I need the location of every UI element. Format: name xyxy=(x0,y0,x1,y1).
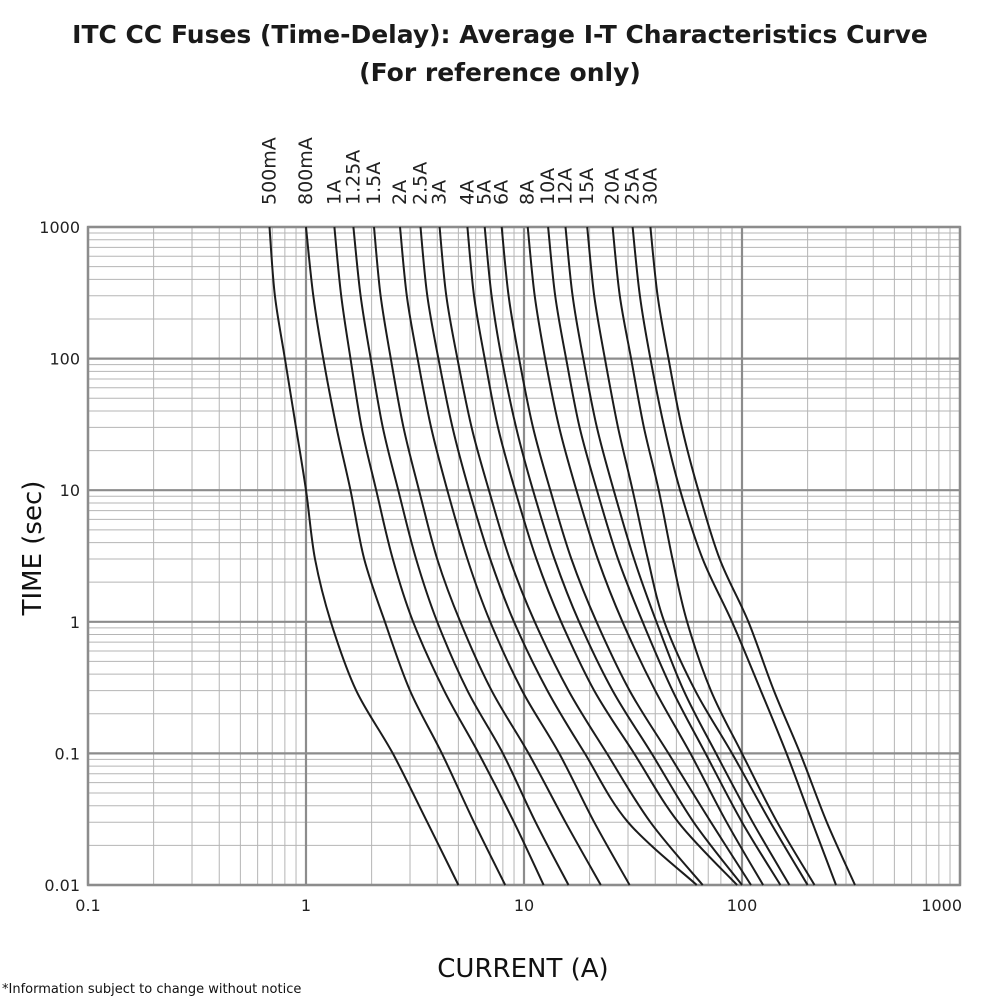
curve-2.5A xyxy=(419,226,698,886)
curve-25A xyxy=(631,226,837,886)
curve-5A xyxy=(483,226,743,886)
series-label-4A: 4A xyxy=(456,180,478,205)
footnote: *Information subject to change without n… xyxy=(2,982,302,997)
curve-500mA xyxy=(268,226,460,886)
chart-subtitle: (For reference only) xyxy=(359,58,641,87)
x-tick-label: 1 xyxy=(301,896,311,915)
curve-1.25A xyxy=(352,226,570,886)
y-tick-label: 1 xyxy=(70,613,80,632)
x-axis-ticks: 0.1 1 10 100 1000 xyxy=(75,896,962,915)
series-label-800mA: 800mA xyxy=(295,137,317,205)
curve-30A xyxy=(649,226,856,886)
curve-3A xyxy=(438,226,704,886)
curve-2A xyxy=(399,226,631,886)
curve-6A xyxy=(500,226,752,886)
y-tick-label: 10 xyxy=(60,481,80,500)
series-label-12A: 12A xyxy=(555,168,577,205)
curve-800mA xyxy=(305,226,507,886)
series-label-25A: 25A xyxy=(622,168,644,205)
curve-1A xyxy=(333,226,545,886)
y-tick-label: 0.01 xyxy=(44,876,80,895)
series-label-500mA: 500mA xyxy=(259,137,281,205)
plot-frame xyxy=(86,225,962,887)
series-label-20A: 20A xyxy=(602,168,624,205)
x-tick-label: 0.1 xyxy=(75,896,100,915)
series-label-1.5A: 1.5A xyxy=(363,162,385,205)
series-label-5A: 5A xyxy=(474,180,496,205)
curve-12A xyxy=(564,226,791,886)
series-label-10A: 10A xyxy=(537,168,559,205)
curve-20A xyxy=(611,226,816,886)
series-label-30A: 30A xyxy=(639,168,661,205)
chart-title: ITC CC Fuses (Time-Delay): Average I-T C… xyxy=(0,16,1000,92)
series-label-8A: 8A xyxy=(517,180,539,205)
series-label-2A: 2A xyxy=(389,180,411,205)
series-label-1A: 1A xyxy=(323,180,345,205)
curve-15A xyxy=(586,226,809,886)
series-label-3A: 3A xyxy=(429,180,451,205)
x-axis-title: CURRENT (A) xyxy=(437,954,608,984)
curve-8A xyxy=(526,226,764,886)
series-label-1.25A: 1.25A xyxy=(342,150,364,205)
chart-title-line: ITC CC Fuses (Time-Delay): Average I-T C… xyxy=(72,20,928,49)
curve-10A xyxy=(547,226,782,886)
y-tick-label: 0.1 xyxy=(55,744,80,763)
x-tick-label: 1000 xyxy=(921,896,962,915)
y-axis-ticks: 0.01 0.1 1 10 100 1000 xyxy=(39,218,80,895)
fuse-curves xyxy=(268,226,856,886)
major-gridlines xyxy=(86,225,962,887)
x-tick-label: 10 xyxy=(514,896,534,915)
y-tick-label: 100 xyxy=(49,350,80,369)
curve-4A xyxy=(466,226,738,886)
y-axis-title: TIME (sec) xyxy=(18,481,48,617)
y-tick-label: 1000 xyxy=(39,218,80,237)
curve-1.5A xyxy=(373,226,602,886)
series-label-15A: 15A xyxy=(576,168,598,205)
x-tick-label: 100 xyxy=(727,896,758,915)
series-label-2.5A: 2.5A xyxy=(410,162,432,205)
series-label-6A: 6A xyxy=(491,180,513,205)
